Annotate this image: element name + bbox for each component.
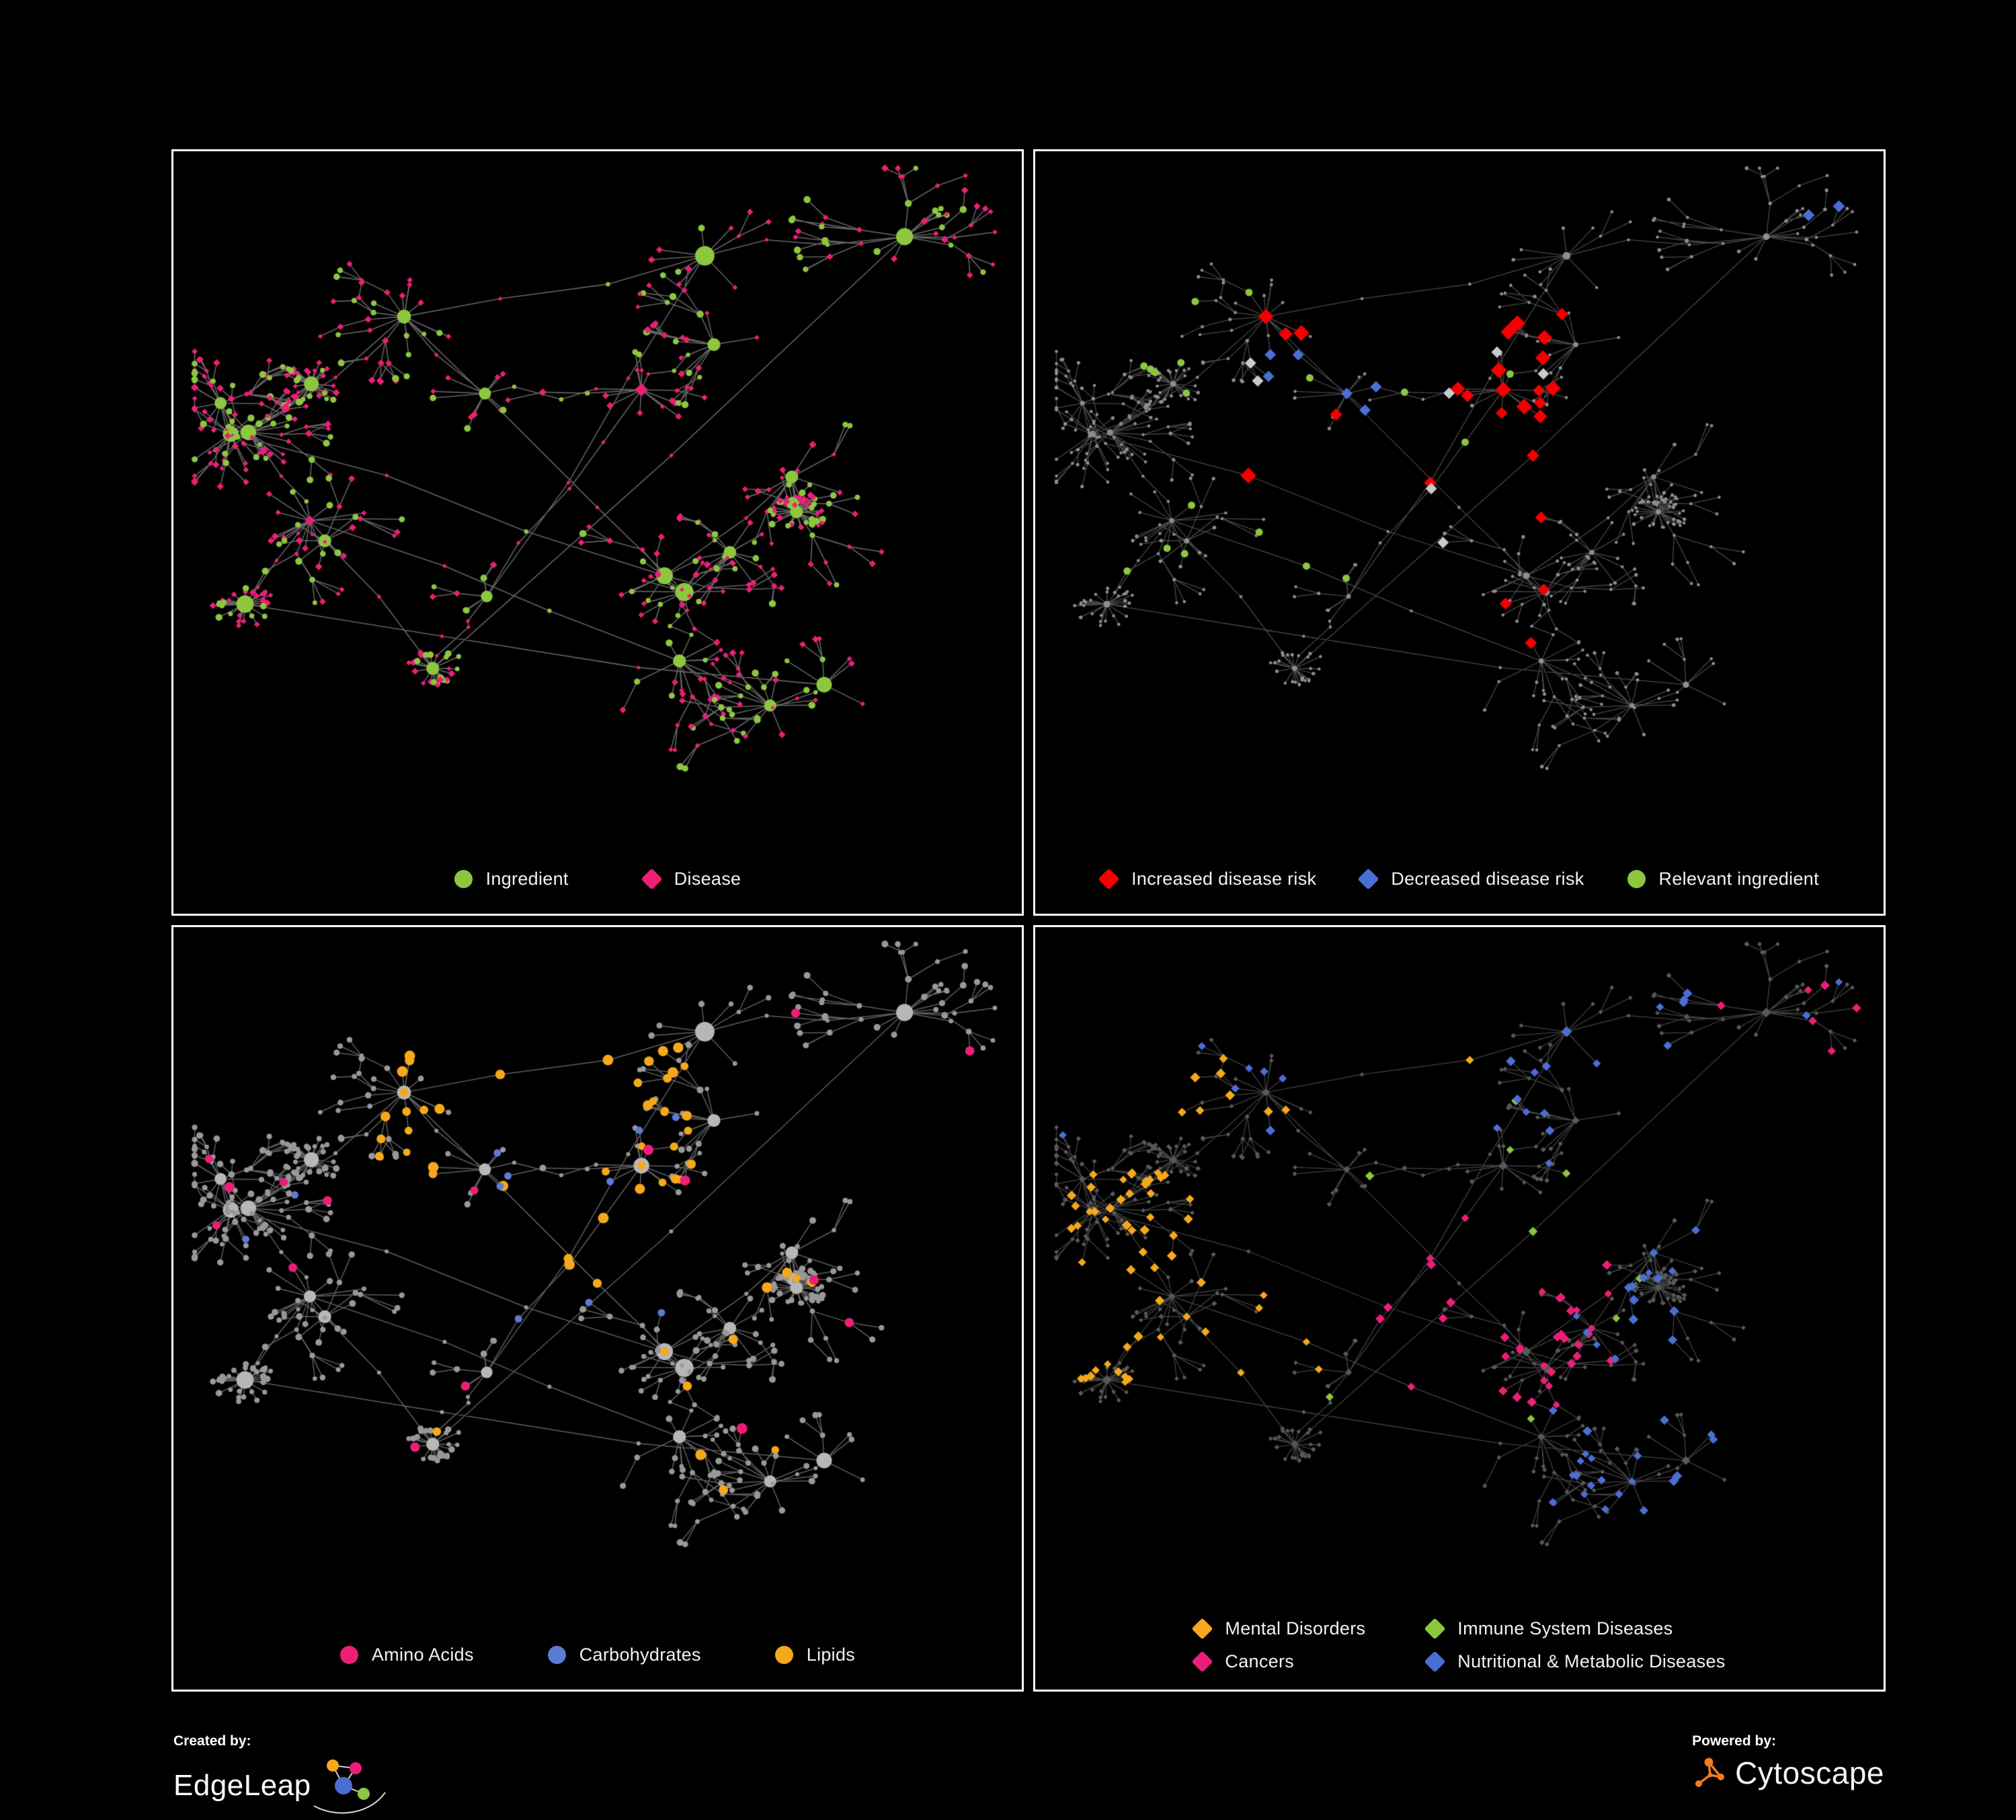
- cytoscape-network-icon: [1695, 1757, 1725, 1787]
- legend-item-cancers: Cancers: [1191, 1651, 1365, 1673]
- network-canvas-ingredient-disease: [173, 151, 1022, 827]
- legend-label: Relevant ingredient: [1658, 869, 1819, 889]
- network-canvas-nutrient-classes: [173, 927, 1022, 1603]
- legend-label: Mental Disorders: [1225, 1618, 1366, 1638]
- legend-disease-risk: Increased disease risk Decreased disease …: [1035, 868, 1884, 890]
- powered-by-block: Powered by: Cytoscape: [1692, 1733, 1884, 1791]
- network-canvas-disease-classes: [1035, 927, 1884, 1603]
- edgeleap-logo: EdgeLeap: [173, 1755, 388, 1817]
- legend-marker-diamond-icon: [641, 868, 663, 890]
- edgeleap-wordmark: EdgeLeap: [173, 1769, 311, 1802]
- powered-by-label: Powered by:: [1692, 1733, 1777, 1749]
- legend-label: Immune System Diseases: [1457, 1618, 1673, 1638]
- legend-nutrient-classes: Amino Acids Carbohydrates Lipids: [173, 1645, 1022, 1665]
- cytoscape-wordmark: Cytoscape: [1735, 1755, 1884, 1790]
- legend-item-mental-disorders: Mental Disorders: [1191, 1618, 1366, 1640]
- legend-label: Cancers: [1225, 1651, 1295, 1671]
- legend-marker-diamond-icon: [1191, 1651, 1213, 1673]
- panel-disease-risk: Increased disease risk Decreased disease …: [1033, 149, 1886, 916]
- legend-label: Amino Acids: [371, 1645, 474, 1665]
- legend-marker-diamond-icon: [1424, 1618, 1446, 1640]
- legend-label: Carbohydrates: [579, 1645, 701, 1665]
- legend-label: Disease: [674, 869, 741, 889]
- legend-marker-circle-icon: [1627, 870, 1646, 888]
- created-by-block: Created by: EdgeLeap: [173, 1733, 388, 1817]
- legend-disease-classes: Mental Disorders Immune System Diseases Ca…: [1035, 1618, 1884, 1673]
- legend-item-decreased-disease-risk: Decreased disease risk: [1357, 868, 1584, 890]
- legend-item-increased-disease-risk: Increased disease risk: [1098, 868, 1317, 890]
- panel-nutrient-classes: Amino Acids Carbohydrates Lipids: [171, 925, 1024, 1692]
- legend-marker-circle-icon: [774, 1646, 793, 1664]
- panel-disease-classes: Mental Disorders Immune System Diseases Ca…: [1033, 925, 1886, 1692]
- edgeleap-molecule-icon: [313, 1759, 386, 1814]
- cytoscape-logo: Cytoscape: [1692, 1755, 1884, 1791]
- legend-marker-diamond-icon: [1191, 1618, 1213, 1640]
- legend-label: Ingredient: [485, 869, 569, 889]
- legend-item-amino-acids: Amino Acids: [339, 1645, 474, 1665]
- panel-ingredient-disease: Ingredient Disease: [171, 149, 1024, 916]
- legend-label: Nutritional & Metabolic Diseases: [1457, 1651, 1726, 1671]
- legend-item-nutritional-metabolic-diseases: Nutritional & Metabolic Diseases: [1424, 1651, 1726, 1673]
- legend-marker-circle-icon: [547, 1646, 566, 1664]
- legend-item-lipids: Lipids: [774, 1645, 856, 1665]
- legend-marker-circle-icon: [339, 1646, 358, 1664]
- network-canvas-disease-risk: [1035, 151, 1884, 827]
- legend-ingredient-disease: Ingredient Disease: [173, 868, 1022, 890]
- legend-marker-diamond-icon: [1424, 1651, 1446, 1673]
- legend-marker-circle-icon: [454, 870, 473, 888]
- legend-item-relevant-ingredient: Relevant ingredient: [1627, 869, 1819, 889]
- legend-marker-diamond-icon: [1098, 868, 1120, 890]
- created-by-label: Created by:: [173, 1733, 251, 1749]
- legend-item-ingredient: Ingredient: [454, 869, 569, 889]
- legend-label: Decreased disease risk: [1391, 869, 1584, 889]
- legend-item-carbohydrates: Carbohydrates: [547, 1645, 701, 1665]
- legend-item-immune-system-diseases: Immune System Diseases: [1424, 1618, 1725, 1640]
- panels-grid: Ingredient Disease Increased disease risk…: [171, 149, 1886, 1692]
- legend-label: Lipids: [806, 1645, 856, 1665]
- legend-label: Increased disease risk: [1131, 869, 1317, 889]
- legend-item-disease: Disease: [641, 868, 741, 890]
- legend-marker-diamond-icon: [1357, 868, 1379, 890]
